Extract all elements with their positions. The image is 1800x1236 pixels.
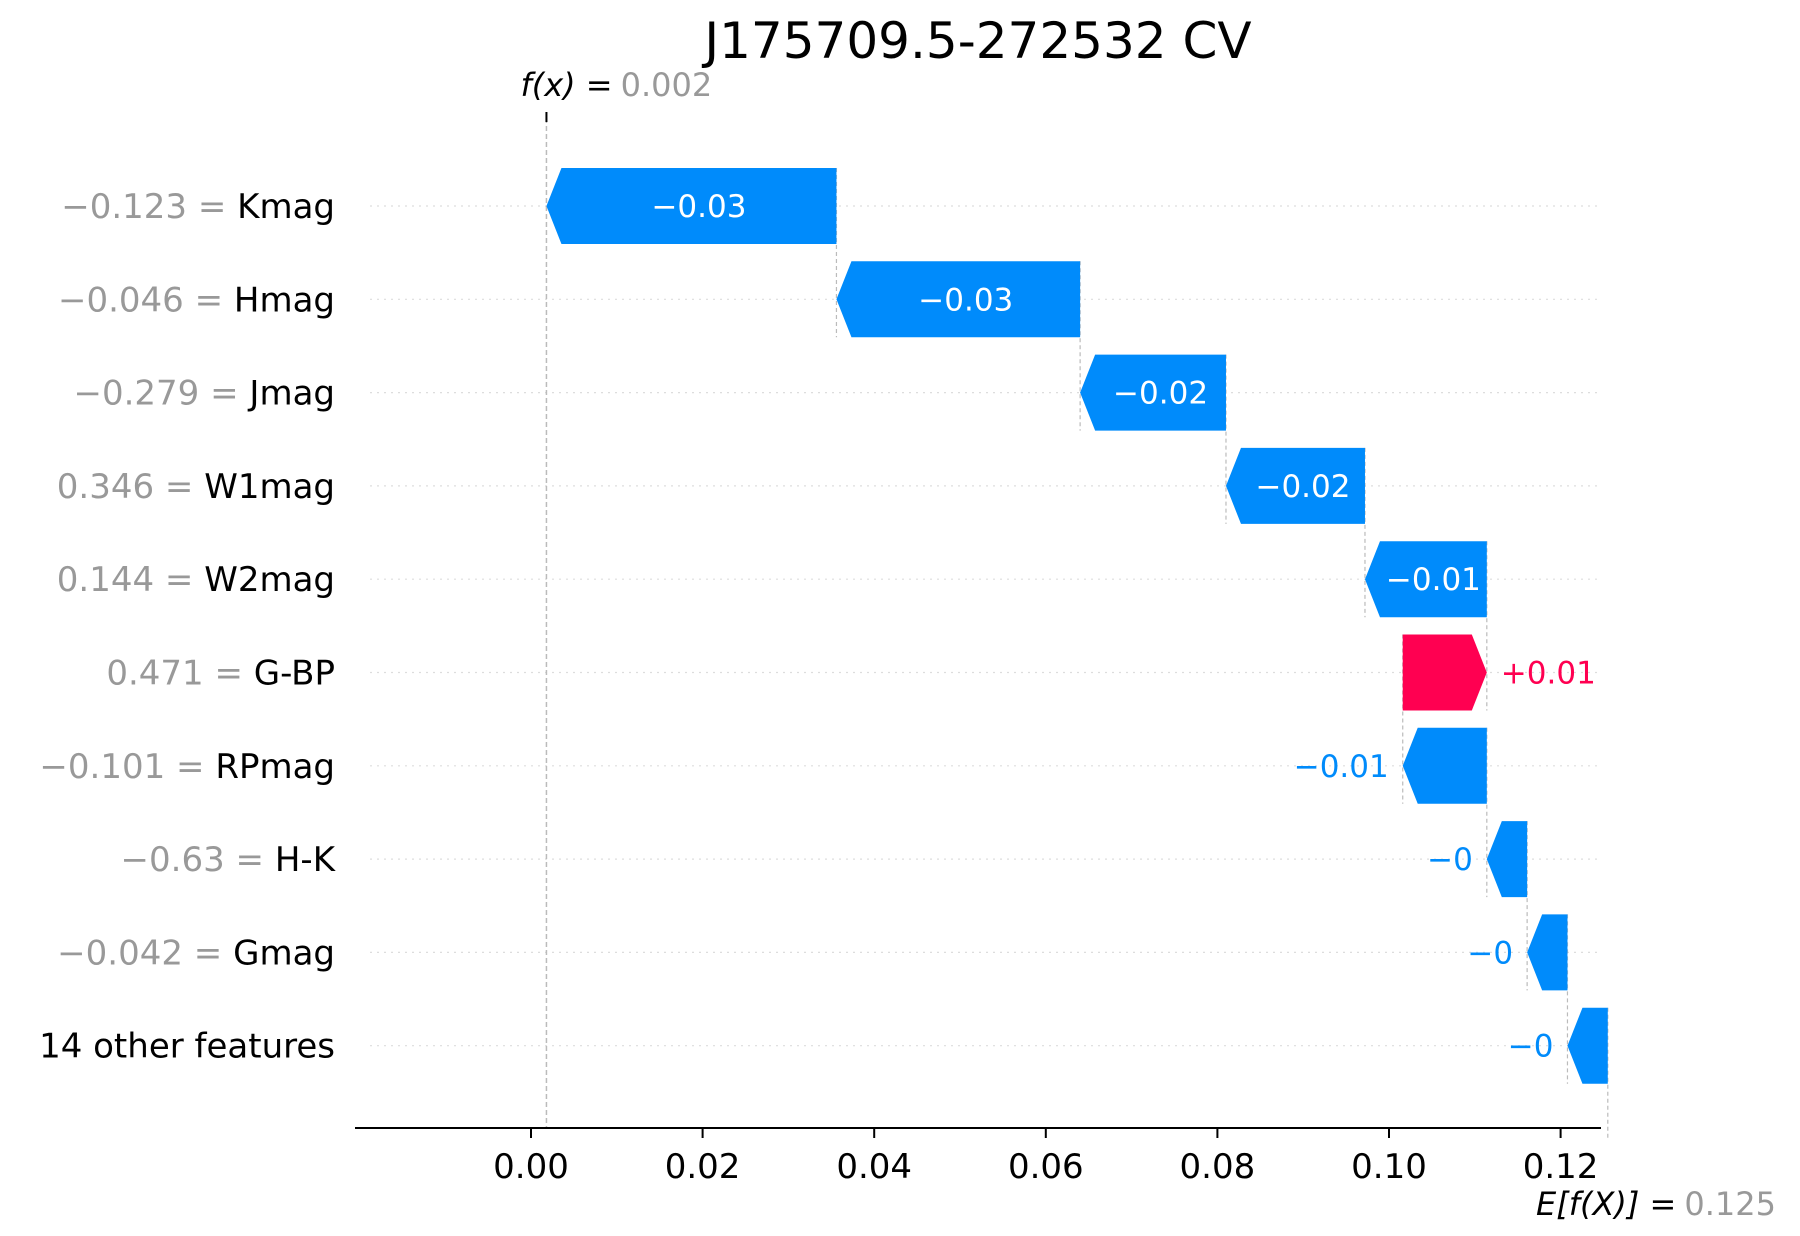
equals-sign: = (184, 280, 234, 320)
feature-label: 0.346 = W1mag (57, 467, 335, 507)
equals-sign: = (165, 747, 215, 787)
feature-label: −0.123 = Kmag (61, 187, 335, 227)
feature-name: RPmag (215, 747, 335, 787)
feature-name: W2mag (204, 560, 335, 600)
bar-value-label: −0 (1508, 1029, 1554, 1065)
bar-value-label: −0 (1427, 842, 1473, 878)
bar-negative (1567, 1008, 1607, 1084)
bar-negative (1403, 728, 1487, 804)
feature-name: Kmag (237, 187, 335, 227)
feature-name: H-K (275, 840, 337, 880)
equals-sign: = (187, 187, 237, 227)
feature-label: 14 other features (39, 1027, 335, 1067)
x-tick-label: 0.12 (1523, 1147, 1599, 1187)
feature-name: Jmag (247, 374, 335, 414)
equals-sign: = (199, 374, 249, 414)
feature-label: −0.042 = Gmag (57, 933, 335, 973)
equals-sign: = (204, 654, 254, 694)
feature-value: 0.346 (57, 467, 154, 507)
x-tick-label: 0.04 (836, 1147, 912, 1187)
feature-label: −0.279 = Jmag (73, 374, 335, 414)
feature-name: W1mag (204, 467, 335, 507)
expected-value-annotation: E[f(X)] = 0.125 (1536, 1185, 1776, 1223)
feature-label: −0.101 = RPmag (39, 747, 335, 787)
feature-label: −0.046 = Hmag (58, 280, 335, 320)
feature-value: 0.471 (106, 654, 203, 694)
equals-sign: = (154, 467, 204, 507)
bar-value-label: −0.03 (651, 189, 746, 225)
bar-value-label: −0 (1467, 935, 1513, 971)
x-tick-label: 0.10 (1351, 1147, 1427, 1187)
feature-value: −0.042 (57, 933, 183, 973)
equals-sign: = (225, 840, 275, 880)
bar-value-label: −0.02 (1113, 376, 1208, 412)
bar-value-label: −0.01 (1294, 749, 1389, 785)
expected-value-label: E[f(X)] = (1536, 1185, 1676, 1223)
fx-annotation-label: f(x) = (520, 66, 612, 104)
feature-name: Hmag (234, 280, 335, 320)
equals-sign: = (183, 933, 233, 973)
feature-value: −0.046 (58, 280, 184, 320)
bar-value-label: −0.02 (1255, 469, 1350, 505)
bar-value-label: +0.01 (1501, 656, 1596, 692)
feature-labels: −0.123 = Kmag −0.046 = Hmag −0.279 = Jmag 0… (39, 187, 337, 1067)
expected-value-number: 0.125 (1684, 1185, 1776, 1223)
bar-value-label: −0.01 (1386, 562, 1481, 598)
feature-label: −0.63 = H-K (121, 840, 337, 880)
bar-negative (1487, 821, 1527, 897)
x-tick-label: 0.00 (493, 1147, 569, 1187)
x-axis: 0.00 0.02 0.04 0.06 0.08 0.10 0.12 (355, 1128, 1601, 1187)
feature-value: −0.123 (61, 187, 187, 227)
feature-value: 0.144 (57, 560, 154, 600)
feature-value: −0.279 (73, 374, 199, 414)
fx-annotation-value: 0.002 (621, 66, 713, 104)
bar-value-label: −0.03 (918, 282, 1013, 318)
feature-name: Gmag (233, 933, 335, 973)
bar-positive (1403, 635, 1487, 711)
bar-negative (1527, 914, 1567, 990)
x-tick-label: 0.08 (1180, 1147, 1256, 1187)
feature-value: −0.63 (121, 840, 225, 880)
bars: −0.03 −0.03 −0.02 −0.02 −0.01 +0.01 −0.01 −0 −0 −… (546, 168, 1607, 1084)
x-tick-label: 0.06 (1008, 1147, 1084, 1187)
feature-name: G-BP (254, 654, 335, 694)
chart-title: J175709.5-272532 CV (701, 12, 1251, 70)
equals-sign: = (154, 560, 204, 600)
feature-value: −0.101 (39, 747, 165, 787)
feature-label: 0.144 = W2mag (57, 560, 335, 600)
fx-annotation: f(x) = 0.002 (520, 66, 712, 104)
feature-label: 0.471 = G-BP (106, 654, 335, 694)
feature-name: 14 other features (39, 1027, 335, 1067)
x-tick-label: 0.02 (665, 1147, 741, 1187)
